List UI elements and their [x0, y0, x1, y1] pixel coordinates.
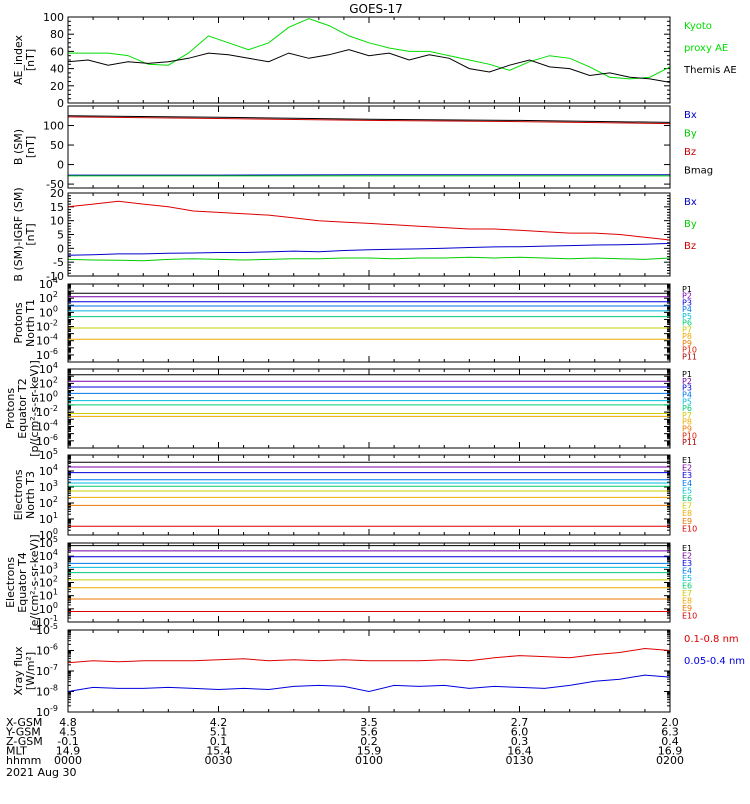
panel-frame [68, 543, 670, 622]
y-tick-label: 104 [39, 361, 58, 376]
y-tick-label: 10-6 [36, 347, 58, 362]
y-axis-label: North T1 [24, 299, 37, 347]
plot-title: GOES-17 [349, 2, 403, 16]
y-tick-label: 10-7 [36, 663, 58, 678]
y-tick-label: 103 [39, 479, 58, 494]
series-line-bz [68, 201, 670, 240]
y-tick-label: 104 [39, 276, 58, 291]
y-tick-label: 10-2 [36, 319, 58, 334]
orbit-row-value: 0200 [656, 754, 684, 767]
series-line-kyoto-proxy-ae [68, 19, 670, 79]
panel-frame [68, 284, 670, 362]
y-tick-label: 100 [39, 390, 58, 405]
y-tick-label: 0 [57, 97, 64, 110]
date-label: 2021 Aug 30 [6, 766, 76, 779]
y-tick-label: 102 [39, 290, 58, 305]
y-tick-label: 40 [50, 63, 64, 76]
y-tick-label: 102 [39, 495, 58, 510]
y-tick-label: 101 [39, 511, 58, 526]
y-axis-label: [W/m²] [24, 652, 37, 690]
series-line-bx [68, 243, 670, 255]
y-tick-label: 105 [39, 447, 58, 462]
y-tick-label: 0 [57, 242, 64, 255]
legend-entry: Bmag [684, 166, 713, 177]
y-tick-label: 10 [50, 215, 64, 228]
y-tick-label: 50 [50, 139, 64, 152]
panel-frame [68, 630, 670, 712]
y-tick-label: 60 [50, 45, 64, 58]
series-line-bmag [68, 116, 670, 123]
legend-entry: 0.05-0.4 nm [684, 656, 745, 667]
y-tick-label: 80 [50, 28, 64, 41]
y-tick-label: 102 [39, 375, 58, 390]
orbit-row-value: 0130 [506, 754, 534, 767]
y-tick-label: 5 [57, 229, 64, 242]
y-tick-label: -5 [53, 256, 64, 269]
legend-entry: E10 [682, 612, 697, 621]
orbit-row-value: 0030 [205, 754, 233, 767]
y-axis-label: [nT] [24, 136, 37, 158]
legend-entry: Kyoto [684, 21, 712, 32]
legend-entry: E10 [682, 524, 697, 533]
y-tick-label: 10-8 [36, 684, 58, 699]
legend-entry: Themis AE [683, 65, 737, 76]
legend-entry: P11 [682, 352, 697, 361]
y-tick-label: 10-5 [36, 622, 58, 637]
series-line-by [68, 257, 670, 261]
legend-entry: P11 [682, 438, 697, 447]
y-tick-label: 10-6 [36, 643, 58, 658]
y-tick-label: 15 [50, 201, 64, 214]
legend-entry: By [684, 129, 697, 140]
series-line-0-05-0-4-nm [68, 675, 670, 691]
y-axis-label: North T3 [24, 471, 37, 519]
y-tick-label: 0 [57, 159, 64, 172]
y-tick-label: 20 [50, 80, 64, 93]
y-axis-label: [nT] [24, 49, 37, 71]
y-tick-label: 104 [39, 463, 58, 478]
y-tick-label: 100 [39, 304, 58, 319]
y-tick-label: 20 [50, 187, 64, 200]
panel-frame [68, 17, 670, 103]
series-line-bz [68, 117, 670, 124]
y-axis-label: [nT] [24, 223, 37, 245]
y-tick-label: 100 [43, 11, 64, 24]
legend-entry: Bx [684, 110, 697, 121]
legend-entry: 0.1-0.8 nm [684, 634, 739, 645]
legend-entry: Bz [684, 147, 696, 158]
series-line-themis-ae [68, 50, 670, 83]
legend-entry: By [684, 219, 697, 230]
y-tick-label: 10-4 [36, 333, 58, 348]
orbit-row-value: 0100 [355, 754, 383, 767]
legend-entry: proxy AE [684, 43, 728, 54]
legend-entry: Bx [684, 197, 697, 208]
y-tick-label: 100 [43, 120, 64, 133]
y-axis-label: [e/(cm²-s-sr-keV)] [28, 534, 41, 630]
y-axis-label: [p/(cm²-s-sr-keV)] [28, 360, 41, 457]
legend-entry: Bz [684, 241, 696, 252]
series-line-0-1-0-8-nm [68, 649, 670, 663]
